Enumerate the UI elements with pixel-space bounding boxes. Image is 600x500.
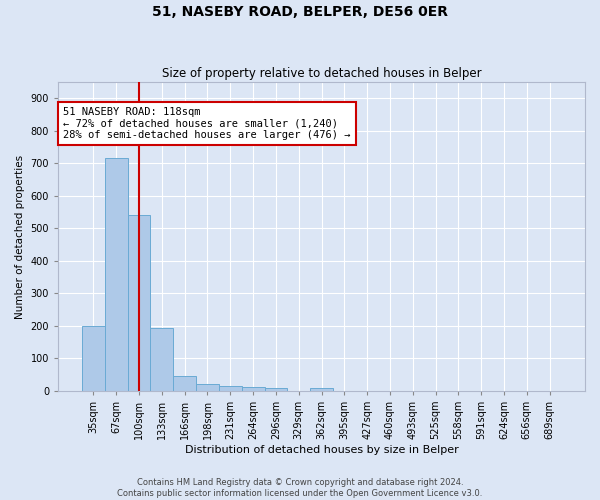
Bar	[310, 388, 333, 391]
Bar	[151, 328, 173, 391]
Bar	[128, 216, 151, 391]
Text: Contains HM Land Registry data © Crown copyright and database right 2024.
Contai: Contains HM Land Registry data © Crown c…	[118, 478, 482, 498]
Bar	[173, 376, 196, 391]
Bar	[82, 326, 105, 391]
Text: 51 NASEBY ROAD: 118sqm
← 72% of detached houses are smaller (1,240)
28% of semi-: 51 NASEBY ROAD: 118sqm ← 72% of detached…	[64, 107, 351, 140]
Bar	[219, 386, 242, 391]
X-axis label: Distribution of detached houses by size in Belper: Distribution of detached houses by size …	[185, 445, 458, 455]
Bar	[265, 388, 287, 391]
Text: 51, NASEBY ROAD, BELPER, DE56 0ER: 51, NASEBY ROAD, BELPER, DE56 0ER	[152, 5, 448, 19]
Bar	[196, 384, 219, 391]
Bar	[105, 158, 128, 391]
Title: Size of property relative to detached houses in Belper: Size of property relative to detached ho…	[162, 66, 481, 80]
Y-axis label: Number of detached properties: Number of detached properties	[15, 154, 25, 318]
Bar	[242, 387, 265, 391]
